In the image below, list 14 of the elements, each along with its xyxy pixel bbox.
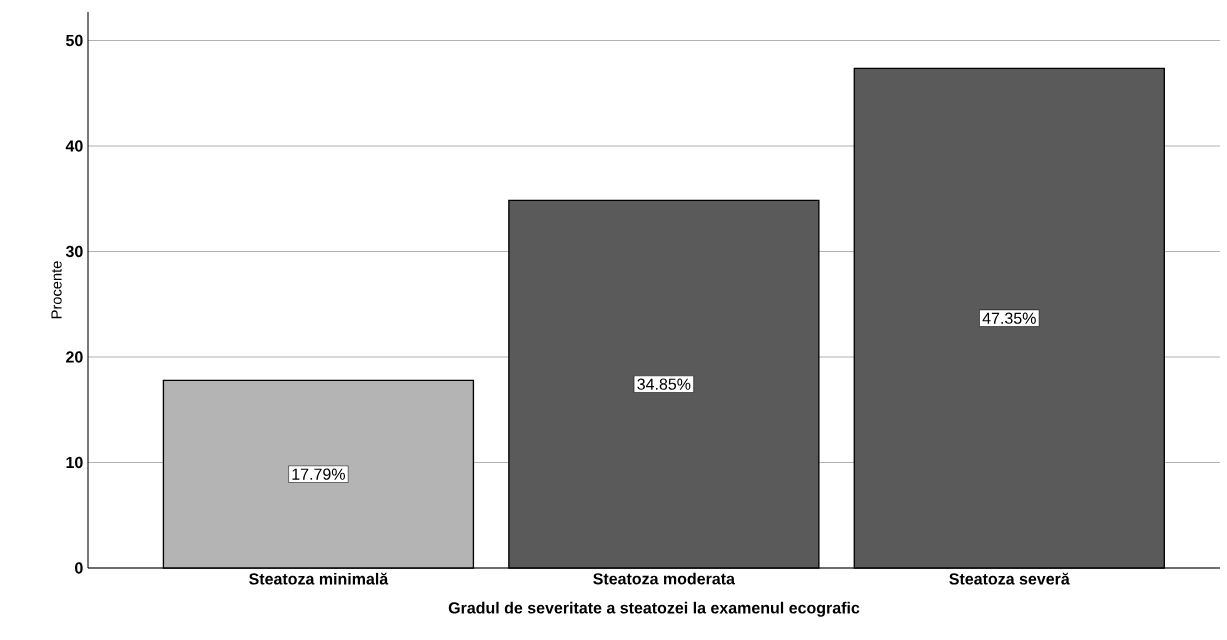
y-tick-label: 50: [66, 34, 83, 47]
x-tick-label: Steatoza moderata: [593, 572, 736, 585]
data-label: 17.79%: [292, 468, 345, 480]
x-tick-label: Steatoza severă: [949, 572, 1070, 585]
y-tick-label: 40: [65, 140, 83, 152]
y-axis-title: Procente: [51, 261, 62, 319]
x-axis-title: Gradul de severitate a steatozei la examenul ecografic: [448, 601, 860, 617]
data-label: 47.35%: [982, 312, 1036, 324]
data-label: 34.85%: [637, 378, 691, 390]
y-tick-label: 10: [66, 456, 83, 469]
y-tick-label: 30: [65, 245, 83, 258]
x-tick-label: Steatoza minimală: [249, 572, 389, 585]
y-tick-label: 20: [66, 351, 83, 363]
y-tick-label: 0: [75, 562, 83, 574]
